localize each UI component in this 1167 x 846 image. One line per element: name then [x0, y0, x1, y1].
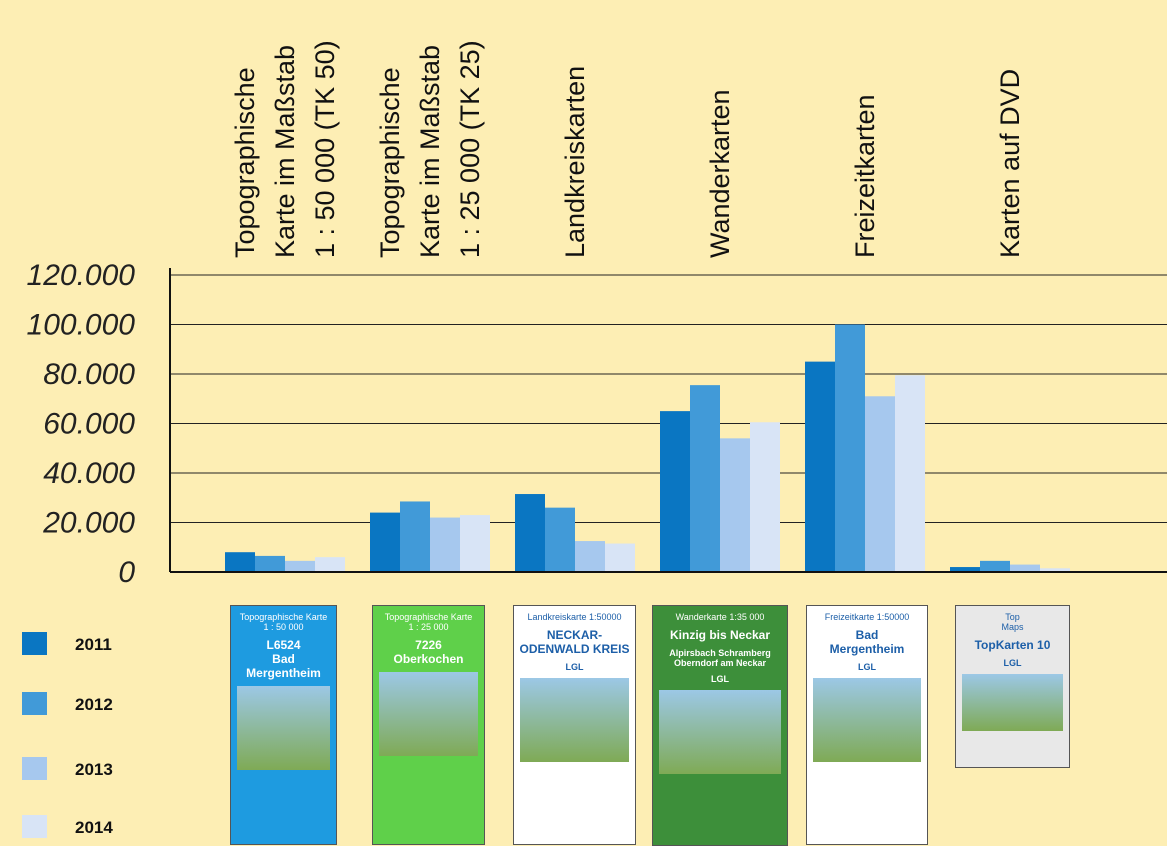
y-tick-label: 0	[118, 556, 135, 589]
cover-text: LGL	[711, 674, 729, 684]
bar	[720, 438, 750, 572]
cover-picture	[813, 678, 921, 762]
bar	[950, 567, 980, 572]
x-tick-label: Wanderkarten	[705, 89, 735, 258]
x-tick-label: Topographische Karte im Maßstab 1 : 25 0…	[375, 40, 485, 258]
cover-text: Top Maps	[1001, 612, 1024, 632]
x-tick-label: Topographische Karte im Maßstab 1 : 50 0…	[230, 40, 340, 258]
cover-text: Wanderkarte 1:35 000	[675, 612, 765, 622]
y-tick-label: 60.000	[43, 408, 135, 441]
bar	[255, 555, 285, 572]
cover-text: LGL	[858, 662, 876, 672]
cover-image: Freizeitkarte 1:50000 Bad Mergentheim LGL	[806, 605, 928, 845]
cover-picture	[962, 674, 1063, 732]
legend-label: 2012	[75, 695, 113, 714]
cover-picture	[520, 678, 629, 762]
x-tick-label: Karten auf DVD	[995, 68, 1025, 258]
legend-label: 2011	[75, 635, 112, 654]
bar	[605, 543, 635, 572]
bar	[1040, 568, 1070, 572]
cover-image: Landkreiskarte 1:50000 NECKAR-ODENWALD KR…	[513, 605, 636, 845]
legend-swatch	[22, 632, 47, 655]
y-tick-label: 40.000	[43, 457, 135, 490]
bar	[895, 375, 925, 572]
cover-text: 7226 Oberkochen	[393, 638, 464, 666]
cover-text: Topographische Karte 1 : 50 000	[239, 612, 328, 632]
bar	[575, 541, 605, 572]
cover-text: NECKAR-ODENWALD KREIS	[519, 628, 630, 656]
cover-picture	[659, 690, 781, 775]
bar	[285, 560, 315, 572]
cover-image: Topographische Karte 1 : 50 000 L6524 Bad…	[230, 605, 337, 845]
y-tick-label: 120.000	[27, 259, 136, 292]
bar	[980, 560, 1010, 572]
y-tick-label: 80.000	[43, 358, 135, 391]
cover-text: Bad Mergentheim	[829, 628, 905, 656]
cover-text: Alpirsbach Schramberg Oberndorf am Necka…	[669, 648, 771, 668]
cover-text: TopKarten 10	[974, 638, 1051, 652]
bar	[400, 501, 430, 572]
cover-text: Freizeitkarte 1:50000	[824, 612, 910, 622]
cover-image: Wanderkarte 1:35 000 Kinzig bis Neckar Alp…	[652, 605, 788, 846]
cover-text: Landkreiskarte 1:50000	[527, 612, 622, 622]
cover-text: LGL	[1003, 658, 1022, 668]
cover-text: Kinzig bis Neckar	[669, 628, 771, 642]
x-tick-label: Freizeitkarten	[850, 94, 880, 258]
cover-text: LGL	[565, 662, 584, 672]
bar	[315, 557, 345, 572]
bar	[430, 517, 460, 572]
bar	[225, 552, 255, 572]
bar	[370, 512, 400, 572]
bar	[750, 422, 780, 572]
bar	[515, 494, 545, 572]
cover-image: Top Maps TopKarten 10 LGL	[955, 605, 1070, 768]
bar	[460, 515, 490, 572]
y-tick-label: 100.000	[27, 309, 136, 342]
y-tick-label: 20.000	[42, 507, 135, 540]
cover-picture	[237, 686, 330, 770]
bar	[805, 361, 835, 572]
bar	[545, 507, 575, 572]
legend-label: 2014	[75, 818, 113, 837]
cover-text: Topographische Karte 1 : 25 000	[384, 612, 473, 632]
bar	[1010, 564, 1040, 572]
legend-label: 2013	[75, 760, 113, 779]
cover-picture	[379, 672, 478, 756]
legend-swatch	[22, 815, 47, 838]
bar	[865, 396, 895, 572]
bar	[690, 385, 720, 572]
x-tick-label: Landkreiskarten	[560, 65, 590, 258]
legend-swatch	[22, 692, 47, 715]
bar	[835, 324, 865, 572]
cover-text: L6524 Bad Mergentheim	[246, 638, 321, 680]
legend-swatch	[22, 757, 47, 780]
bar	[660, 411, 690, 572]
cover-image: Topographische Karte 1 : 25 000 7226 Ober…	[372, 605, 485, 845]
